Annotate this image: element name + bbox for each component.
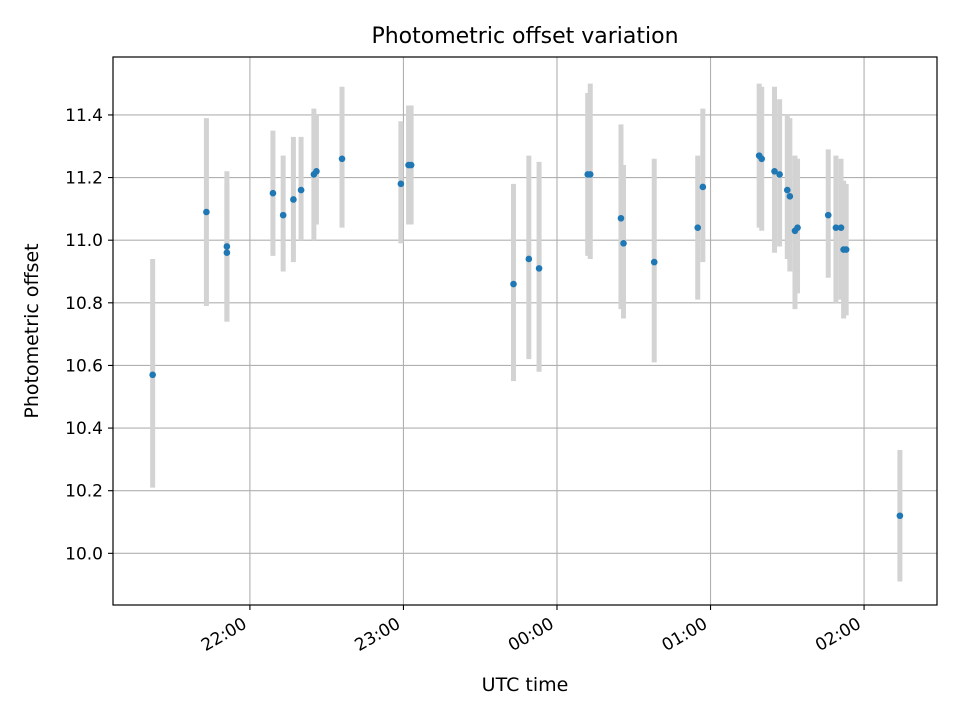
data-point bbox=[149, 371, 156, 379]
data-points bbox=[149, 152, 904, 520]
y-tick-label: 10.4 bbox=[65, 419, 103, 439]
data-point bbox=[525, 255, 533, 263]
data-point bbox=[694, 224, 702, 231]
data-point bbox=[279, 211, 287, 219]
data-point bbox=[397, 180, 405, 188]
data-point bbox=[758, 155, 766, 163]
y-tick-label: 10.8 bbox=[65, 294, 103, 314]
grid bbox=[113, 57, 937, 605]
data-point bbox=[617, 214, 625, 222]
data-point bbox=[586, 171, 594, 178]
y-tick-label: 10.0 bbox=[65, 544, 103, 564]
y-tick-label: 11.0 bbox=[65, 231, 103, 251]
data-point bbox=[794, 224, 801, 231]
data-point bbox=[650, 258, 658, 266]
data-point bbox=[510, 280, 517, 288]
y-tick-label: 11.4 bbox=[65, 106, 103, 126]
data-point bbox=[786, 193, 794, 200]
x-axis-label: UTC time bbox=[482, 674, 569, 696]
data-point bbox=[269, 189, 277, 197]
y-axis-ticks: 10.0 10.2 10.4 10.6 10.8 11.0 11.2 11.4 bbox=[65, 106, 113, 564]
data-point bbox=[783, 186, 791, 194]
data-point bbox=[776, 171, 783, 178]
data-point bbox=[313, 167, 320, 175]
data-point bbox=[290, 196, 297, 203]
chart-title: Photometric offset variation bbox=[371, 24, 678, 49]
data-point bbox=[771, 167, 778, 175]
data-point bbox=[842, 246, 850, 253]
plot-frame bbox=[112, 56, 938, 606]
data-point bbox=[407, 161, 415, 169]
data-point bbox=[620, 240, 627, 247]
data-point bbox=[699, 183, 707, 191]
data-point bbox=[223, 243, 231, 250]
data-point bbox=[896, 512, 904, 520]
data-point bbox=[203, 208, 210, 216]
data-point bbox=[837, 224, 845, 231]
data-point bbox=[297, 186, 305, 194]
data-point bbox=[338, 155, 346, 163]
y-axis-label: Photometric offset bbox=[21, 243, 43, 418]
y-tick-label: 11.2 bbox=[65, 169, 103, 189]
data-point bbox=[535, 265, 543, 272]
data-point bbox=[223, 249, 231, 257]
data-point bbox=[824, 211, 832, 219]
y-tick-label: 10.2 bbox=[65, 482, 103, 502]
data-point bbox=[832, 224, 840, 231]
y-tick-label: 10.6 bbox=[65, 356, 103, 376]
